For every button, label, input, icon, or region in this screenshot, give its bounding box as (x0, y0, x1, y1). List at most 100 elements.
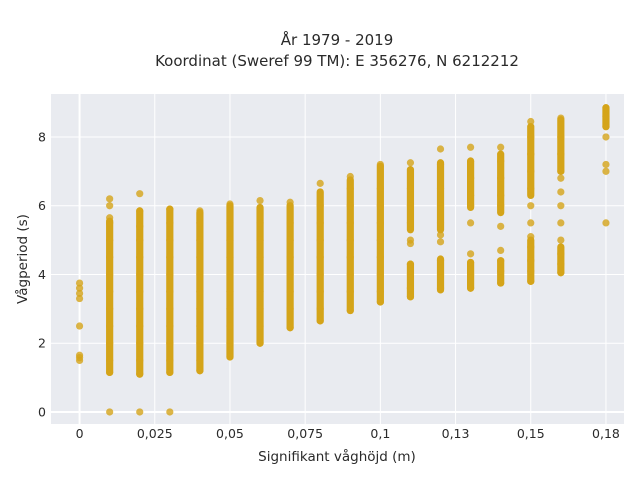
y-tick-label: 0 (38, 404, 46, 419)
data-point (226, 236, 234, 244)
data-point (316, 236, 324, 244)
data-point (466, 202, 475, 210)
data-point (527, 150, 535, 158)
data-point (497, 279, 505, 287)
data-point-column (346, 176, 354, 315)
data-point (436, 202, 445, 210)
data-point (466, 258, 475, 267)
y-tick-label: 8 (38, 129, 46, 144)
data-point (196, 367, 204, 375)
data-point (466, 191, 475, 200)
data-point (286, 288, 294, 296)
data-point (196, 322, 204, 330)
data-point (166, 408, 174, 416)
data-point-column (286, 202, 294, 332)
data-point (346, 270, 354, 279)
data-point (376, 253, 384, 261)
data-point (166, 322, 174, 330)
data-point (166, 305, 174, 313)
y-tick-label: 4 (38, 267, 46, 282)
data-point (602, 167, 610, 175)
data-point (406, 219, 415, 227)
y-axis-title: Vågperiod (s) (14, 214, 31, 304)
data-point (106, 219, 114, 227)
data-point (602, 160, 610, 169)
x-tick-label: 0,075 (287, 426, 323, 441)
data-point (602, 133, 610, 141)
data-point (196, 270, 204, 279)
data-point (136, 339, 144, 347)
data-point (106, 305, 114, 313)
data-point (346, 219, 354, 227)
y-tick-label: 2 (38, 336, 46, 351)
data-point (136, 253, 144, 261)
data-point (406, 202, 415, 210)
x-tick-label: 0,025 (137, 426, 173, 441)
data-point (376, 298, 384, 306)
data-point (346, 253, 354, 261)
data-point (166, 339, 174, 347)
data-point (256, 322, 264, 330)
data-point (256, 196, 264, 205)
data-point (436, 145, 445, 153)
data-point (256, 339, 264, 347)
y-axis-ticks: 0 2 4 6 8 (38, 129, 46, 419)
x-tick-label: 0,05 (216, 426, 244, 441)
data-point (166, 368, 174, 377)
data-point (406, 239, 415, 248)
data-point (106, 253, 114, 261)
data-point (436, 219, 445, 227)
data-point (75, 284, 84, 292)
data-point (527, 133, 535, 141)
data-point (136, 408, 144, 416)
data-point (497, 174, 505, 182)
data-point (75, 289, 84, 297)
data-point (166, 236, 174, 244)
data-point (286, 253, 294, 261)
data-point (75, 279, 84, 287)
x-tick-label: 0,15 (517, 426, 545, 441)
data-point (376, 202, 384, 210)
data-point (406, 284, 415, 292)
data-point (196, 339, 204, 347)
data-point (166, 253, 174, 261)
data-point (406, 293, 415, 301)
data-point (557, 219, 565, 227)
data-point (196, 288, 204, 296)
data-point (497, 257, 505, 265)
data-point (527, 117, 535, 126)
data-point (106, 270, 114, 279)
data-point (226, 305, 234, 313)
data-point (436, 270, 445, 279)
data-point (527, 257, 535, 265)
data-point (316, 179, 324, 187)
data-point (436, 231, 445, 239)
data-point (196, 356, 204, 365)
data-point (136, 370, 144, 378)
x-tick-label: 0 (76, 426, 84, 441)
data-point (602, 123, 610, 131)
data-point (376, 270, 384, 279)
data-point (75, 356, 84, 365)
data-point (527, 219, 535, 227)
data-point (436, 160, 445, 169)
data-point (316, 288, 324, 296)
data-point (376, 184, 384, 193)
data-point (527, 167, 535, 175)
data-point (557, 260, 565, 268)
data-point (527, 243, 535, 251)
data-point (497, 246, 505, 255)
data-point-column (406, 166, 415, 234)
data-point (527, 202, 535, 210)
chart-title-line2: Koordinat (Sweref 99 TM): E 356276, N 62… (155, 52, 519, 70)
data-point (166, 270, 174, 279)
data-point (602, 112, 610, 120)
data-point (557, 114, 565, 122)
data-point-column (527, 123, 535, 200)
data-point (316, 253, 324, 261)
data-point (497, 222, 505, 230)
data-point (256, 236, 264, 244)
data-point (557, 174, 565, 182)
data-point (406, 184, 415, 193)
data-point (557, 236, 565, 244)
